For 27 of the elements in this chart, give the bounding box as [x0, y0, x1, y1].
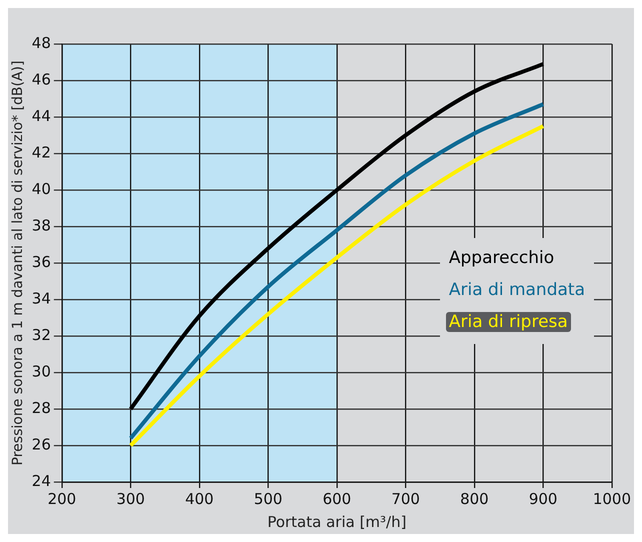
x-tick-label: 500: [254, 490, 282, 508]
x-axis-title: Portata aria [m³/h]: [267, 512, 406, 531]
y-tick-label: 28: [32, 398, 51, 417]
y-tick-label: 24: [32, 472, 51, 490]
x-tick-label: 200: [48, 490, 76, 508]
y-tick-label: 46: [32, 70, 51, 88]
y-tick-label: 26: [32, 435, 51, 454]
x-tick-label: 800: [460, 490, 489, 508]
y-tick-label: 42: [32, 143, 51, 162]
x-tick-label: 300: [116, 490, 145, 508]
y-tick-label: 36: [32, 252, 51, 271]
x-tick-label: 900: [528, 490, 558, 508]
x-tick-label: 1000: [592, 490, 632, 508]
y-tick-label: 30: [32, 362, 51, 380]
y-tick-label: 38: [32, 216, 51, 234]
y-tick-label: 34: [32, 289, 51, 308]
y-axis-title: Pressione sonora a 1 m davanti al lato di servizio* [dB(A)]: [10, 60, 26, 466]
x-tick-label: 600: [322, 490, 352, 508]
y-tick-label: 48: [32, 34, 51, 52]
x-tick-label: 700: [391, 490, 420, 508]
text: Aria di ripresa: [446, 312, 571, 332]
text: Apparecchio: [448, 248, 556, 268]
text: Aria di mandata: [448, 280, 586, 300]
y-tick-label: 44: [32, 106, 51, 125]
x-tick-label: 400: [185, 490, 214, 508]
y-tick-label: 40: [32, 180, 51, 198]
y-tick-label: 32: [32, 326, 51, 344]
